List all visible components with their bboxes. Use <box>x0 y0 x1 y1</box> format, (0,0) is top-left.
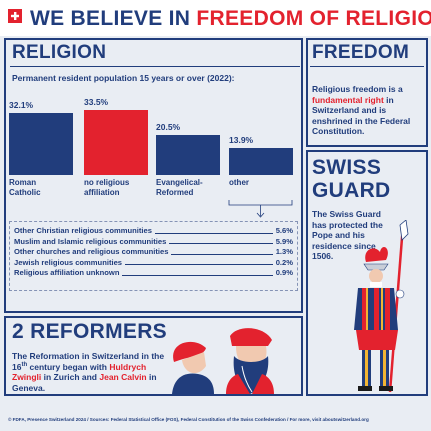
chart-title: RELIGION <box>12 42 107 63</box>
footer: © FDFA, Presence Switzerland 2024 / Sour… <box>8 417 369 422</box>
value-label: 13.9% <box>229 135 254 146</box>
reformers-title: 2 REFORMERS <box>12 320 167 343</box>
freedom-text: Religious freedom is a fundamental right… <box>312 84 424 137</box>
breakdown-value: 5.6% <box>275 226 293 235</box>
swiss-flag <box>8 9 22 23</box>
swiss-guard-illustration <box>354 220 409 393</box>
breakdown-label: Other Christian religious communities <box>14 226 152 235</box>
freedom-panel <box>306 38 428 147</box>
breakdown-value: 0.2% <box>275 257 293 267</box>
value-label: 32.1% <box>9 100 34 111</box>
breakdown-row: Religious affiliation unknown 0.9% <box>14 268 293 279</box>
breakdown-value: 1.3% <box>275 247 293 256</box>
title-highlight: FREEDOM OF RELIGION <box>196 7 431 30</box>
breakdown-row: Other Christian religious communities 5.6… <box>14 226 293 237</box>
category-label: Evangelical-Reformed <box>156 178 203 197</box>
text: century began with <box>27 361 110 372</box>
category-label: no religious affiliation <box>84 178 130 197</box>
bar <box>84 110 148 175</box>
bar <box>156 135 220 175</box>
religion-panel <box>4 38 303 313</box>
header-title: WE BELIEVE IN FREEDOM OF RELIGION <box>30 7 431 31</box>
breakdown-row: Other churches and religious communities… <box>14 247 293 258</box>
leader-line <box>122 268 273 276</box>
reformers-illustration <box>172 328 274 394</box>
breakdown-label: Jewish religious communities <box>14 257 123 267</box>
divider <box>10 66 300 67</box>
swiss-guard-title: SWISS GUARD <box>312 156 391 202</box>
leader-line <box>171 247 273 255</box>
divider <box>310 66 424 67</box>
category-label: Roman Catholic <box>9 178 41 197</box>
breakdown-row: Jewish religious communities 0.2% <box>14 258 293 269</box>
reformers-text: The Reformation in Switzerland in the 16… <box>12 351 172 393</box>
text: in Switzerland and is enshrined in the F… <box>312 94 411 137</box>
value-label: 20.5% <box>156 122 181 133</box>
breakdown-value: 5.9% <box>275 236 293 246</box>
breakdown-label: Other churches and religious communities <box>14 247 169 256</box>
superscript: th <box>21 361 28 368</box>
name-highlight: Jean Calvin <box>99 372 147 382</box>
title-part: WE BELIEVE IN <box>30 7 191 30</box>
value-label: 33.5% <box>84 97 109 108</box>
breakdown-value: 0.9% <box>275 268 293 277</box>
header: WE BELIEVE IN FREEDOM OF RELIGION <box>0 0 431 36</box>
bar <box>9 113 73 175</box>
other-breakdown: Other Christian religious communities 5.6… <box>9 221 298 291</box>
bar <box>229 148 293 175</box>
breakdown-label: Muslim and Islamic religious communities <box>14 236 167 246</box>
text: in Zurich and <box>41 372 100 382</box>
name-highlight: Huldrych Zwingli <box>12 361 147 383</box>
freedom-title: FREEDOM <box>312 42 410 63</box>
chart-subtitle: Permanent resident population 15 years o… <box>12 73 235 83</box>
leader-line <box>154 226 273 234</box>
swiss-guard-text: The Swiss Guard has protected the Pope a… <box>312 209 383 261</box>
text-highlight: fundamental right <box>312 94 384 105</box>
breakdown-row: Muslim and Islamic religious communities… <box>14 237 293 248</box>
leader-line <box>125 258 273 265</box>
leader-line <box>169 237 273 244</box>
text: Religious freedom is a <box>312 84 403 94</box>
category-label: other <box>229 178 249 187</box>
breakdown-label: Religious affiliation unknown <box>14 268 120 277</box>
text: The Reformation in Switzerland in the 16 <box>12 351 165 372</box>
text: in Geneva. <box>12 372 157 393</box>
